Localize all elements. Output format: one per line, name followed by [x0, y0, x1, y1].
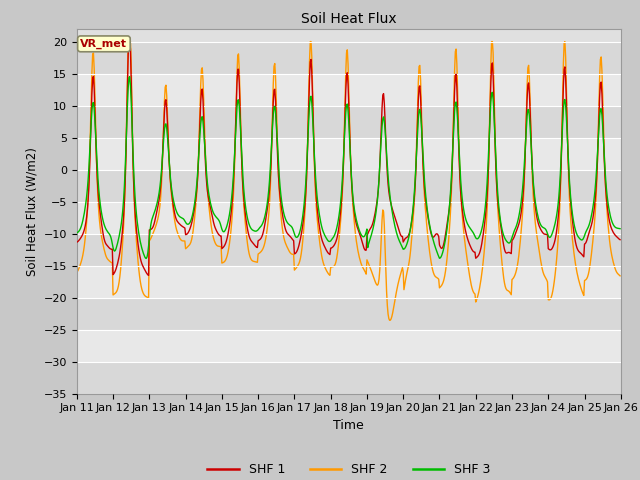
- Title: Soil Heat Flux: Soil Heat Flux: [301, 12, 397, 26]
- Bar: [77, 42, 621, 73]
- Y-axis label: Soil Heat Flux (W/m2): Soil Heat Flux (W/m2): [25, 147, 38, 276]
- Bar: [77, 330, 621, 361]
- Bar: [77, 202, 621, 234]
- Text: VR_met: VR_met: [81, 39, 127, 49]
- X-axis label: Time: Time: [333, 419, 364, 432]
- Bar: [77, 138, 621, 169]
- Bar: [77, 169, 621, 202]
- Bar: [77, 298, 621, 330]
- Bar: [77, 234, 621, 265]
- Bar: [77, 265, 621, 298]
- Bar: [77, 73, 621, 106]
- Legend: SHF 1, SHF 2, SHF 3: SHF 1, SHF 2, SHF 3: [202, 458, 495, 480]
- Bar: [77, 106, 621, 138]
- Bar: [77, 361, 621, 394]
